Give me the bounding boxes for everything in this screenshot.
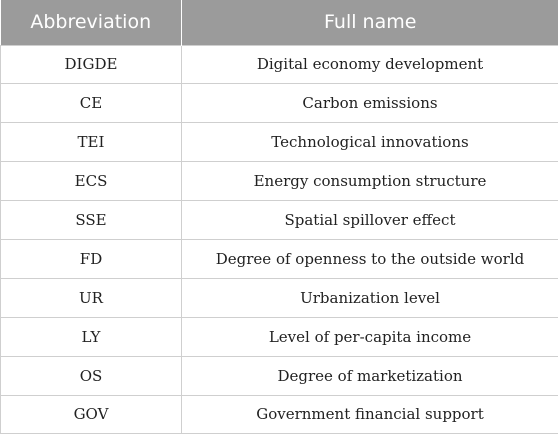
- abbreviation-cell: UR: [0, 277, 182, 318]
- table-row: FD Degree of openness to the outside wor…: [0, 238, 558, 279]
- full-name-cell: Spatial spillover effect: [181, 200, 558, 240]
- abbreviation-cell: ECS: [0, 161, 182, 201]
- table-row: DIGDE Digital economy development: [0, 44, 558, 84]
- full-name-cell: Degree of openness to the outside world: [181, 238, 558, 279]
- abbreviation-cell: GOV: [0, 394, 182, 434]
- full-name-cell: Energy consumption structure: [181, 161, 558, 201]
- table-row: SSE Spatial spillover effect: [0, 200, 558, 240]
- abbreviation-cell: TEI: [0, 122, 182, 162]
- header-full-name: Full name: [181, 0, 558, 45]
- header-abbreviation: Abbreviation: [30, 11, 152, 34]
- full-name-cell: Degree of marketization: [181, 355, 558, 396]
- header-row: Abbreviation Full name: [0, 0, 558, 45]
- abbreviation-cell: LY: [0, 316, 182, 357]
- abbreviation-cell: DIGDE: [0, 44, 182, 84]
- table-row: GOV Government financial support: [0, 394, 558, 434]
- table-row: ECS Energy consumption structure: [0, 161, 558, 201]
- full-name-cell: Urbanization level: [181, 277, 558, 318]
- full-name-cell: Digital economy development: [181, 44, 558, 84]
- abbreviation-cell: CE: [0, 83, 182, 123]
- table-row: UR Urbanization level: [0, 277, 558, 318]
- full-name-cell: Technological innovations: [181, 122, 558, 162]
- abbreviation-cell: FD: [0, 238, 182, 279]
- table-row: CE Carbon emissions: [0, 83, 558, 123]
- table-row: LY Level of per-capita income: [0, 316, 558, 357]
- abbreviation-cell: SSE: [0, 200, 182, 240]
- full-name-cell: Carbon emissions: [181, 83, 558, 123]
- full-name-cell: Level of per-capita income: [181, 316, 558, 357]
- table-header: Abbreviation Full name: [0, 0, 558, 45]
- full-name-cell: Government financial support: [181, 394, 558, 434]
- table-body: DIGDE Digital economy development CE Car…: [0, 44, 558, 434]
- table-row: TEI Technological innovations: [0, 122, 558, 162]
- abbreviation-cell: OS: [0, 355, 182, 396]
- table-row: OS Degree of marketization: [0, 355, 558, 396]
